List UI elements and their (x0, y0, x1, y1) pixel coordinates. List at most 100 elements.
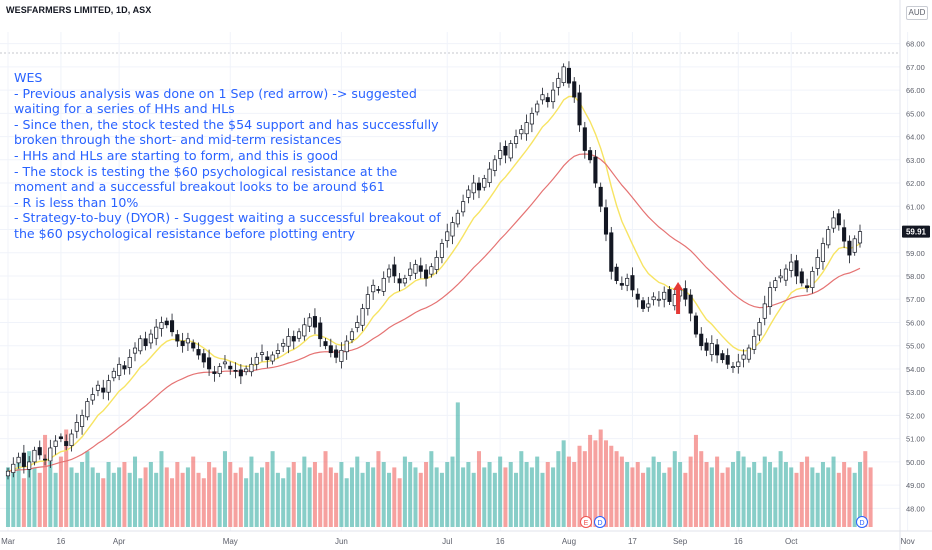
analysis-note: WES - Previous analysis was done on 1 Se… (14, 70, 454, 242)
volume-bar (699, 451, 704, 527)
volume-bar (662, 472, 667, 527)
volume-bar (392, 467, 397, 527)
candle-body (5, 470, 11, 477)
volume-bar (836, 472, 841, 527)
candle-body (154, 326, 159, 339)
volume-bar (32, 467, 37, 527)
candle-body (831, 217, 836, 229)
volume-bar (402, 456, 407, 527)
volume-bar (297, 472, 302, 527)
volume-bar (111, 472, 116, 527)
candle-body (424, 269, 429, 279)
candle-body (11, 463, 16, 473)
volume-bar (461, 467, 466, 527)
candle-body (95, 384, 101, 391)
candle-body (365, 294, 370, 309)
candle-body (212, 371, 217, 374)
volume-bar (148, 462, 153, 527)
chart-markers: E D D 59.91 (580, 225, 930, 528)
volume-bar (826, 467, 831, 527)
volume-bar (752, 462, 757, 527)
symbol-title[interactable]: WESFARMERS LIMITED, 1D, ASX (6, 5, 152, 15)
candle-body (376, 289, 381, 291)
y-tick-label: 49.00 (906, 481, 925, 490)
candle-body (429, 266, 434, 275)
volume-bar (143, 467, 148, 527)
candle-body (90, 394, 95, 401)
volume-bar (408, 462, 413, 527)
volume-bar (688, 456, 693, 527)
candle-body (344, 340, 349, 353)
note-line: WES (14, 70, 43, 85)
volume-bar (286, 467, 291, 527)
y-tick-label: 66.00 (906, 86, 925, 95)
volume-bar (773, 467, 778, 527)
volume-bar (349, 467, 354, 527)
candle-body (577, 92, 582, 126)
candle-body (805, 285, 810, 288)
candle-body (408, 268, 413, 276)
candle-body (651, 296, 656, 301)
volume-bar (783, 462, 788, 527)
candle-body (32, 449, 37, 463)
volume-bar (21, 478, 26, 527)
x-tick-label: 16 (496, 537, 505, 546)
candle-body (524, 122, 529, 135)
y-tick-label: 58.00 (906, 272, 925, 281)
ema-long-line (7, 153, 861, 472)
volume-bar (556, 451, 561, 527)
volume-bar (693, 434, 698, 527)
volume-bar (80, 462, 85, 527)
candle-body (646, 303, 651, 308)
volume-bar (228, 462, 233, 527)
volume-bar (265, 462, 270, 527)
candlesticks (5, 61, 863, 480)
candle-body (773, 280, 778, 288)
note-line: - HHs and HLs are starting to form, and … (14, 147, 339, 163)
volume-bar (651, 456, 656, 527)
x-tick-label: Aug (562, 537, 576, 546)
last-price-box (902, 225, 930, 238)
volume-bar (291, 462, 296, 527)
candle-body (201, 353, 206, 363)
candle-body (847, 240, 852, 256)
candle-body (693, 315, 698, 335)
candle-body (16, 456, 21, 464)
candle-body (386, 268, 392, 278)
volume-bar (551, 467, 556, 527)
candle-body (233, 369, 238, 372)
volume-bar (191, 456, 196, 527)
candle-body (291, 336, 296, 342)
y-tick-label: 51.00 (906, 435, 925, 444)
candle-body (392, 264, 397, 277)
volume-bar (630, 467, 635, 527)
volume-bar (646, 467, 651, 527)
candle-body (582, 127, 587, 151)
volume-bar (730, 462, 736, 527)
note-line: - The stock is testing the $60 psycholog… (14, 163, 402, 195)
volume-bar (132, 456, 138, 527)
volume-bar (365, 462, 370, 527)
candle-body (619, 283, 624, 286)
candle-body (699, 333, 704, 347)
y-tick-label: 53.00 (906, 388, 925, 397)
candle-body (339, 350, 344, 362)
volume-bar (254, 472, 259, 527)
y-tick-label: 50.00 (906, 458, 925, 467)
volume-bar (868, 467, 873, 527)
x-tick-label: 17 (628, 537, 637, 546)
currency-button[interactable]: AUD (906, 6, 928, 20)
y-tick-label: 65.00 (906, 109, 925, 118)
candle-body (640, 300, 646, 309)
candle-body (148, 333, 153, 344)
candle-body (603, 207, 609, 235)
volume-bar (16, 462, 21, 527)
volume-bars (5, 402, 873, 527)
y-tick-label: 68.00 (906, 40, 925, 49)
last-price-label: 59.91 (906, 228, 927, 237)
candle-body (85, 401, 90, 418)
volume-bar (418, 472, 423, 527)
candle-body (355, 322, 360, 328)
x-tick-label: Mar (1, 537, 15, 546)
